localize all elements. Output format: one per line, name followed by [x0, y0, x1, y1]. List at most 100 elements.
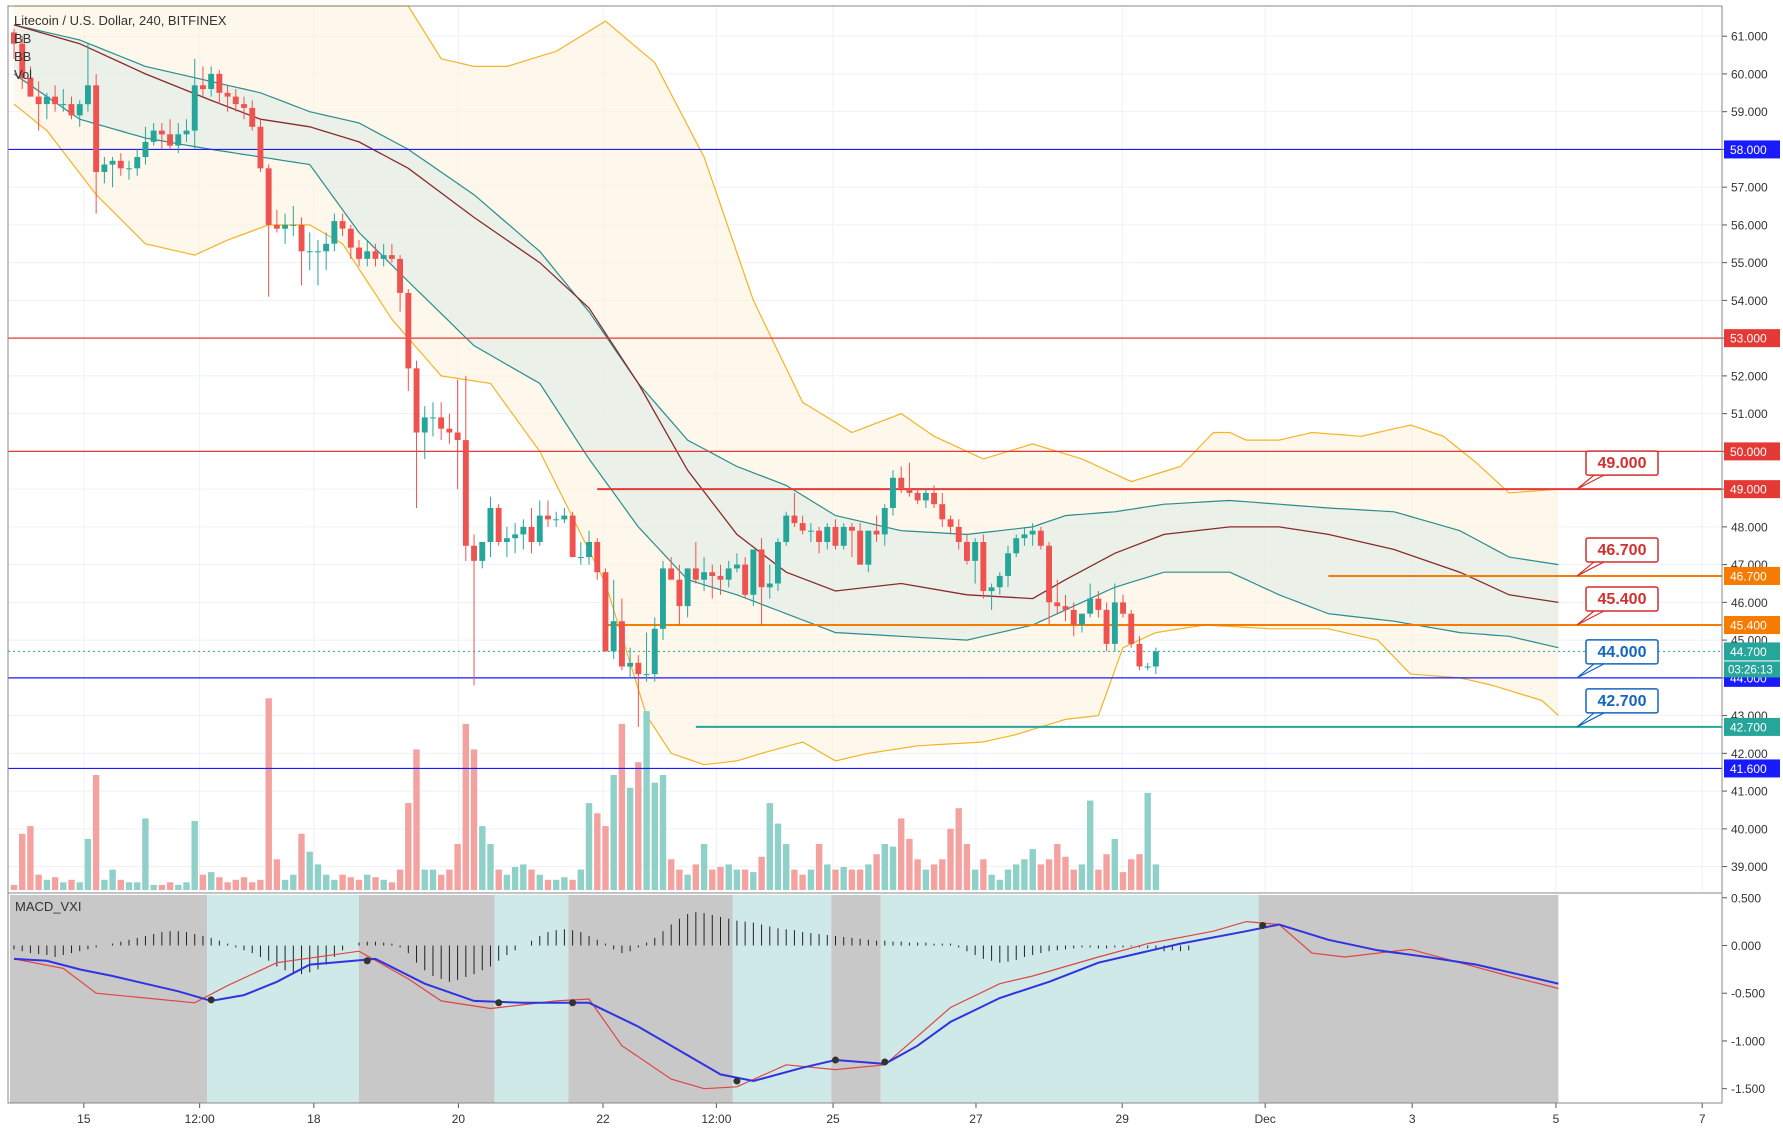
price-tick-label: 54.000 — [1731, 294, 1768, 308]
chart-title: Litecoin / U.S. Dollar, 240, BITFINEX — [14, 13, 227, 28]
volume-bar — [1062, 856, 1069, 890]
volume-bar — [939, 859, 946, 890]
candle-body — [577, 557, 584, 559]
candle-body — [783, 515, 790, 542]
volume-bar — [561, 877, 568, 890]
candle-body — [1021, 534, 1028, 539]
macd-zone — [831, 895, 881, 1103]
price-axis: 39.00040.00041.00042.00043.00044.00045.0… — [1722, 0, 1783, 1133]
candle-body — [380, 255, 387, 259]
candle-body — [257, 126, 264, 169]
level-tag-bg — [1724, 140, 1780, 159]
indicator-bb-1[interactable]: BB — [14, 31, 32, 46]
candle-body — [462, 440, 469, 546]
candle-body — [1136, 643, 1143, 667]
time-tick-label: Dec — [1254, 1112, 1275, 1126]
indicator-bb-2[interactable]: BB — [14, 49, 32, 64]
volume-bar — [43, 879, 51, 890]
candle-body — [553, 519, 560, 521]
callout-box — [1585, 586, 1659, 612]
candle-body — [495, 508, 502, 542]
price-tick-label: 55.000 — [1731, 256, 1768, 270]
candle-body — [1005, 553, 1011, 576]
price-tick-label: 61.000 — [1731, 30, 1768, 44]
candle-body — [224, 92, 231, 97]
callout-box — [1585, 450, 1659, 476]
volume-bar — [585, 803, 593, 890]
price-callouts[interactable]: 49.000 46.700 45.400 44.000 42.700 — [1576, 450, 1659, 728]
candle-body — [1144, 666, 1151, 668]
candle-body — [1120, 602, 1126, 614]
volume-bar — [840, 867, 847, 890]
indicator-volume[interactable]: Vol — [14, 67, 33, 82]
candle-body — [52, 96, 58, 105]
volume-bar — [495, 869, 502, 890]
volume-bar — [1136, 854, 1143, 890]
volume-bar — [635, 762, 642, 890]
candle-body — [273, 224, 280, 229]
volume-bar — [109, 869, 116, 890]
candle-body — [405, 292, 412, 369]
callout-label: 45.400 — [1598, 591, 1647, 608]
macd-signal-line — [13, 920, 1559, 1090]
volume-bar — [930, 864, 938, 890]
price-tick-label: 40.000 — [1731, 822, 1768, 836]
volume-bar — [544, 879, 552, 890]
candle-body — [60, 104, 67, 106]
candle-body — [216, 73, 223, 93]
candle-body — [865, 530, 872, 565]
volume-bar — [331, 879, 338, 890]
candle-body — [1037, 530, 1044, 546]
volume-bar — [306, 851, 313, 890]
volume-bar — [848, 869, 856, 890]
candle-body — [832, 526, 839, 546]
volume-bar — [824, 864, 831, 890]
horizontal-levels[interactable] — [8, 148, 1722, 770]
volume-bar — [224, 882, 231, 890]
candle-body — [126, 168, 132, 170]
volume-bar — [117, 879, 124, 890]
volume-bar — [1054, 844, 1061, 890]
macd-pane: MACD_VXI — [8, 893, 1722, 1103]
volume-bar — [1152, 864, 1160, 890]
candle-body — [586, 542, 592, 558]
volume-bar — [380, 879, 387, 890]
candle-body — [134, 157, 141, 169]
volume-bar — [906, 838, 913, 890]
volume-bar — [898, 818, 905, 890]
candle-body — [364, 251, 371, 259]
volume-bar — [626, 787, 634, 890]
volume-bar — [873, 854, 880, 890]
candle-body — [265, 168, 272, 225]
candle-body — [594, 542, 601, 573]
volume-bar — [470, 749, 478, 890]
volume-bar — [733, 869, 741, 890]
callout-pointer — [1576, 663, 1605, 679]
macd-cross-dot — [569, 999, 577, 1007]
volume-bar — [10, 884, 18, 890]
candle-body — [339, 221, 346, 229]
candle-body — [331, 221, 338, 244]
candle-body — [503, 538, 510, 542]
candle-body — [413, 368, 420, 433]
time-tick-label: 7 — [1699, 1112, 1706, 1126]
candle-body — [528, 526, 535, 542]
ray-tag-label: 42.700 — [1730, 720, 1767, 734]
price-tick-label: 48.000 — [1731, 520, 1768, 534]
callout-box — [1585, 639, 1659, 665]
candle-body — [85, 85, 91, 105]
candle-body — [306, 251, 313, 253]
volume-bar — [92, 775, 100, 890]
candle-body — [684, 568, 691, 607]
volume-bar — [142, 818, 149, 890]
candle-body — [816, 530, 822, 542]
volume-bar — [249, 882, 256, 890]
candle-body — [487, 508, 494, 542]
volume-bar — [618, 723, 626, 890]
candle-body — [397, 258, 403, 293]
volume-bar — [668, 859, 675, 890]
candle-body — [725, 568, 732, 580]
volume-bar — [150, 884, 157, 890]
